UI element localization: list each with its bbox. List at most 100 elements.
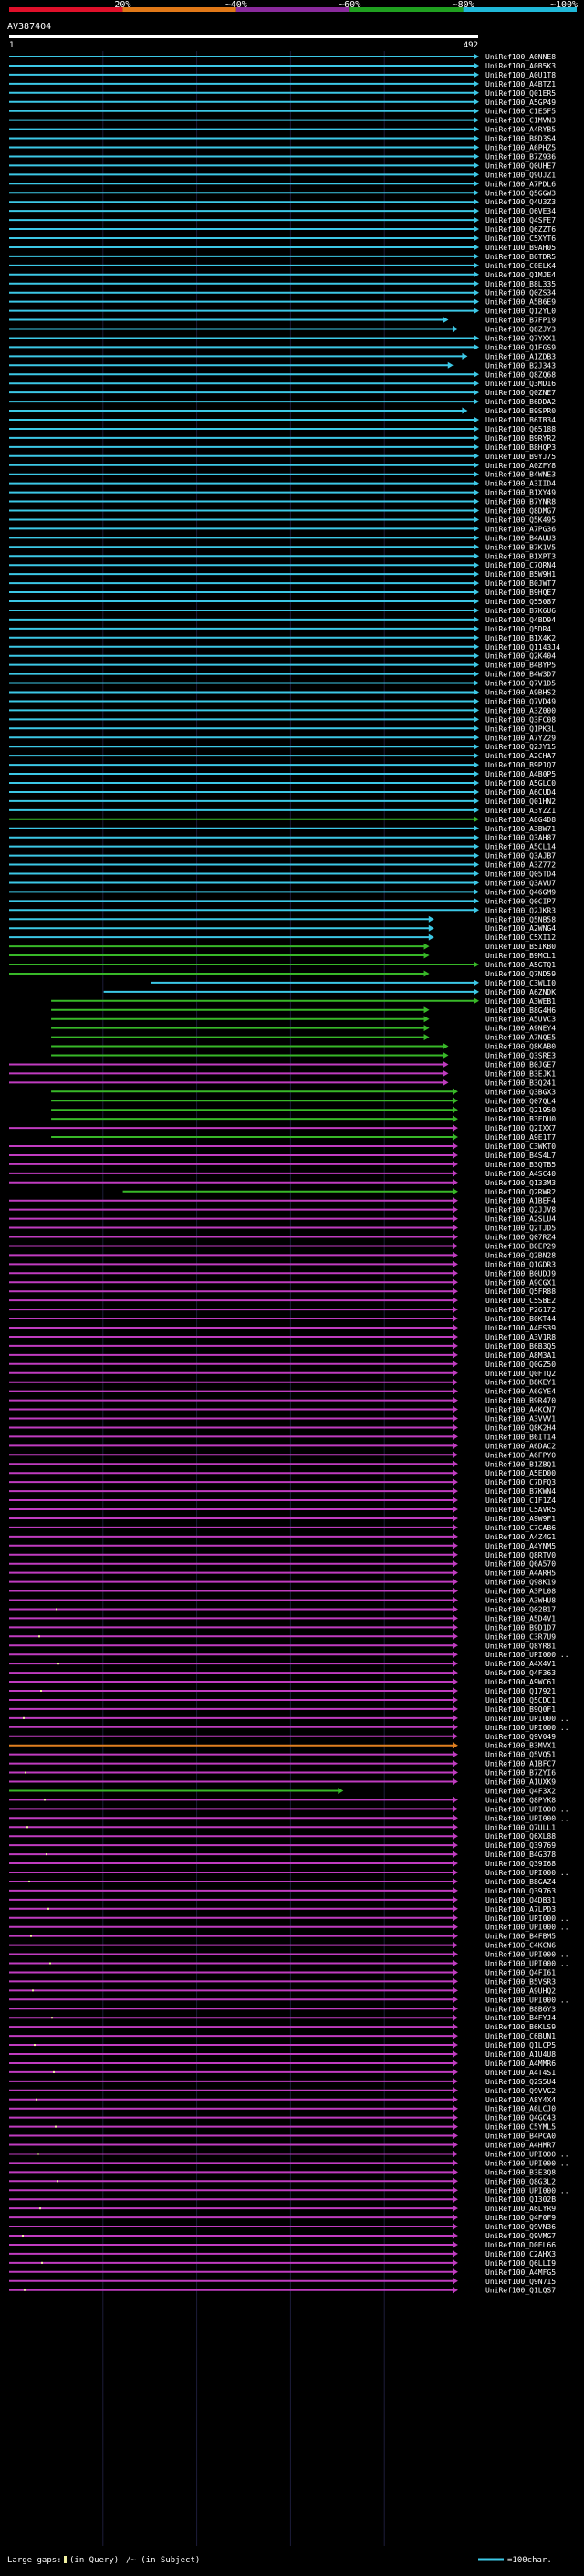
- hit-label[interactable]: UniRef100_Q3BGX3: [485, 1088, 556, 1096]
- hit-label[interactable]: UniRef100_Q65188: [485, 425, 556, 433]
- hit-label[interactable]: UniRef100_Q55087: [485, 598, 556, 606]
- hit-label[interactable]: UniRef100_B6DDA2: [485, 398, 556, 406]
- hit-label[interactable]: UniRef100_Q6LLI9: [485, 2259, 556, 2268]
- hit-label[interactable]: UniRef100_Q2S5U4: [485, 2078, 556, 2086]
- hit-label[interactable]: UniRef100_A6FPY0: [485, 1451, 556, 1459]
- hit-label[interactable]: UniRef100_UPI000...: [485, 1805, 569, 1813]
- hit-label[interactable]: UniRef100_UPI000...: [485, 2150, 569, 2158]
- hit-label[interactable]: UniRef100_B5VSR3: [485, 1977, 556, 1986]
- hit-label[interactable]: UniRef100_A3WEB1: [485, 997, 556, 1006]
- hit-label[interactable]: UniRef100_A4KCN7: [485, 1406, 556, 1414]
- hit-label[interactable]: UniRef100_C5AVR5: [485, 1506, 556, 1514]
- hit-label[interactable]: UniRef100_Q133M3: [485, 1179, 556, 1187]
- hit-label[interactable]: UniRef100_A4T4S1: [485, 2069, 556, 2077]
- hit-label[interactable]: UniRef100_A2SLU4: [485, 1215, 556, 1224]
- hit-label[interactable]: UniRef100_B7YNR8: [485, 498, 556, 506]
- hit-label[interactable]: UniRef100_B6B3Q5: [485, 1342, 556, 1351]
- hit-label[interactable]: UniRef100_C4KCN6: [485, 1942, 556, 1950]
- hit-label[interactable]: UniRef100_Q5CDC1: [485, 1696, 556, 1705]
- hit-label[interactable]: UniRef100_A8Y4X4: [485, 2096, 556, 2104]
- hit-label[interactable]: UniRef100_Q8PYK8: [485, 1796, 556, 1804]
- hit-label[interactable]: UniRef100_Q0GZ50: [485, 1361, 556, 1369]
- hit-label[interactable]: UniRef100_C5YML5: [485, 2123, 556, 2132]
- hit-label[interactable]: UniRef100_B5W9H1: [485, 570, 556, 579]
- hit-label[interactable]: UniRef100_B9R470: [485, 1397, 556, 1405]
- hit-label[interactable]: UniRef100_UPI000...: [485, 1960, 569, 1968]
- hit-label[interactable]: UniRef100_UPI000...: [485, 2186, 569, 2195]
- hit-label[interactable]: UniRef100_A6DAC2: [485, 1442, 556, 1450]
- hit-label[interactable]: UniRef100_D0EL66: [485, 2241, 556, 2249]
- hit-label[interactable]: UniRef100_B8D3S4: [485, 135, 556, 143]
- hit-label[interactable]: UniRef100_B9SPR0: [485, 407, 556, 415]
- hit-label[interactable]: UniRef100_A4SC40: [485, 1170, 556, 1178]
- hit-label[interactable]: UniRef100_A4X4V1: [485, 1660, 556, 1668]
- hit-label[interactable]: UniRef100_A7YZ29: [485, 734, 556, 742]
- hit-label[interactable]: UniRef100_Q9V049: [485, 1733, 556, 1741]
- hit-label[interactable]: UniRef100_Q9N715: [485, 2278, 556, 2286]
- hit-label[interactable]: UniRef100_B6KLS9: [485, 2023, 556, 2031]
- hit-label[interactable]: UniRef100_A4MFG5: [485, 2268, 556, 2277]
- hit-label[interactable]: UniRef100_B0JGE7: [485, 1060, 556, 1069]
- hit-label[interactable]: UniRef100_Q07QL4: [485, 1097, 556, 1105]
- hit-label[interactable]: UniRef100_B3EDU0: [485, 1115, 556, 1123]
- hit-label[interactable]: UniRef100_A8G4D8: [485, 816, 556, 824]
- hit-label[interactable]: UniRef100_Q8ZQ68: [485, 370, 556, 379]
- hit-label[interactable]: UniRef100_UPI000...: [485, 1724, 569, 1732]
- hit-label[interactable]: UniRef100_UPI000...: [485, 1869, 569, 1877]
- hit-label[interactable]: UniRef100_C5XI12: [485, 933, 556, 942]
- hit-label[interactable]: UniRef100_A6ZNDK: [485, 988, 556, 996]
- hit-label[interactable]: UniRef100_Q2JKR3: [485, 906, 556, 914]
- hit-label[interactable]: UniRef100_C3R7U9: [485, 1632, 556, 1641]
- hit-label[interactable]: UniRef100_P26172: [485, 1306, 556, 1314]
- hit-label[interactable]: UniRef100_B0JWT7: [485, 579, 556, 588]
- hit-label[interactable]: UniRef100_B4AUU3: [485, 534, 556, 542]
- hit-label[interactable]: UniRef100_B8L335: [485, 280, 556, 288]
- hit-label[interactable]: UniRef100_A1U4U8: [485, 2050, 556, 2059]
- hit-label[interactable]: UniRef100_Q6XL88: [485, 1832, 556, 1841]
- hit-label[interactable]: UniRef100_C1F1Z4: [485, 1497, 556, 1505]
- hit-label[interactable]: UniRef100_Q5DR4: [485, 625, 551, 633]
- hit-label[interactable]: UniRef100_A9BHS2: [485, 689, 556, 697]
- hit-label[interactable]: UniRef100_C1MVN3: [485, 117, 556, 125]
- hit-label[interactable]: UniRef100_B7K6U6: [485, 607, 556, 615]
- hit-label[interactable]: UniRef100_A5CL14: [485, 843, 556, 851]
- hit-label[interactable]: UniRef100_B4PCA0: [485, 2133, 556, 2141]
- hit-label[interactable]: UniRef100_A1ZDB3: [485, 352, 556, 360]
- hit-label[interactable]: UniRef100_A5UVC3: [485, 1016, 556, 1024]
- hit-label[interactable]: UniRef100_Q4U3Z3: [485, 198, 556, 206]
- hit-label[interactable]: UniRef100_Q8G3L2: [485, 2177, 556, 2185]
- hit-label[interactable]: UniRef100_A9UHQ2: [485, 1987, 556, 1995]
- hit-label[interactable]: UniRef100_A5GP49: [485, 99, 556, 107]
- hit-label[interactable]: UniRef100_B7KWN4: [485, 1487, 556, 1496]
- hit-label[interactable]: UniRef100_B4W3D7: [485, 671, 556, 679]
- hit-label[interactable]: UniRef100_Q8YR81: [485, 1642, 556, 1650]
- hit-label[interactable]: UniRef100_Q8RTV0: [485, 1551, 556, 1559]
- hit-label[interactable]: UniRef100_A3V1R8: [485, 1333, 556, 1341]
- hit-label[interactable]: UniRef100_A1UXK9: [485, 1778, 556, 1787]
- hit-label[interactable]: UniRef100_Q2BN28: [485, 1251, 556, 1259]
- hit-label[interactable]: UniRef100_B7FP19: [485, 317, 556, 325]
- hit-label[interactable]: UniRef100_Q3SRE3: [485, 1052, 556, 1060]
- hit-label[interactable]: UniRef100_A4B0P5: [485, 770, 556, 778]
- hit-label[interactable]: UniRef100_Q5NB58: [485, 915, 556, 923]
- hit-label[interactable]: UniRef100_B9HQE7: [485, 589, 556, 597]
- hit-label[interactable]: UniRef100_Q5FR88: [485, 1288, 556, 1296]
- hit-label[interactable]: UniRef100_A8M3A1: [485, 1351, 556, 1360]
- hit-label[interactable]: UniRef100_Q2K404: [485, 652, 556, 661]
- hit-label[interactable]: UniRef100_Q6ZZT6: [485, 225, 556, 234]
- hit-label[interactable]: UniRef100_B8G4H6: [485, 1006, 556, 1015]
- hit-label[interactable]: UniRef100_A9WC61: [485, 1678, 556, 1686]
- hit-label[interactable]: UniRef100_A4ARH5: [485, 1570, 556, 1578]
- hit-label[interactable]: UniRef100_B6TB34: [485, 416, 556, 424]
- hit-label[interactable]: UniRef100_C2AHX3: [485, 2250, 556, 2258]
- hit-label[interactable]: UniRef100_C5XYT6: [485, 235, 556, 243]
- hit-label[interactable]: UniRef100_B7ZYI6: [485, 1769, 556, 1778]
- hit-label[interactable]: UniRef100_Q1PK3L: [485, 725, 556, 733]
- hit-label[interactable]: UniRef100_Q0ZNE7: [485, 389, 556, 397]
- hit-label[interactable]: UniRef100_Q2IXX7: [485, 1124, 556, 1132]
- hit-label[interactable]: UniRef100_Q9UJZ1: [485, 171, 556, 179]
- hit-label[interactable]: UniRef100_Q9VVG2: [485, 2087, 556, 2095]
- hit-label[interactable]: UniRef100_A5D4V1: [485, 1614, 556, 1622]
- hit-label[interactable]: UniRef100_A6CUD4: [485, 788, 556, 797]
- hit-label[interactable]: UniRef100_B1XPT3: [485, 552, 556, 560]
